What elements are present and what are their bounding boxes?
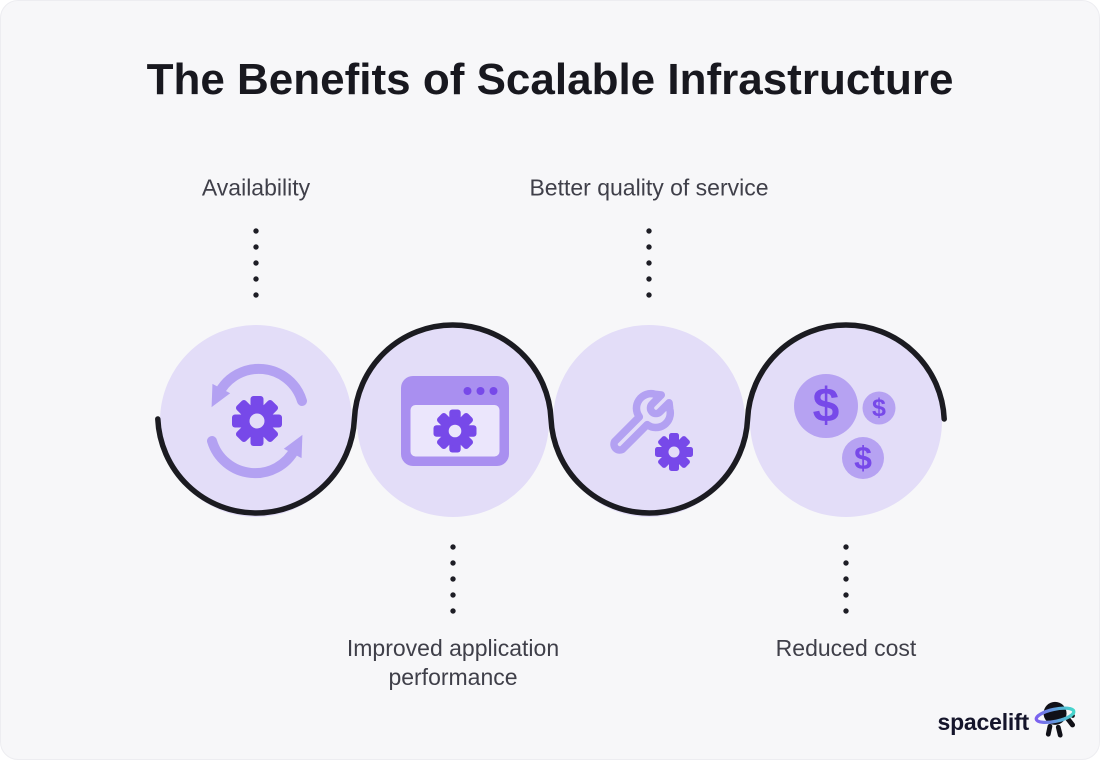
benefit-label-improved-application-performance: Improved application performance: [346, 635, 560, 690]
sync-gear-icon: [207, 363, 307, 479]
spacelift-logo-text: spacelift: [937, 708, 1029, 735]
browser-gear-icon: [401, 376, 509, 466]
benefit-circle-better-quality-of-service: [553, 325, 745, 517]
benefit-label-availability: Availability: [201, 174, 311, 201]
coins-icon: $ $ $: [794, 374, 896, 479]
benefit-circle-availability: [160, 325, 352, 517]
svg-text:$: $: [872, 394, 886, 422]
benefit-circle-reduced-cost: $ $ $: [750, 325, 942, 517]
gear-icon: [433, 409, 477, 453]
svg-text:$: $: [813, 380, 840, 433]
dotted-connector: [450, 539, 456, 619]
benefit-circle-improved-application-performance: [357, 325, 549, 517]
benefit-label-better-quality-of-service: Better quality of service: [529, 174, 769, 201]
page-title: The Benefits of Scalable Infrastructure: [146, 55, 954, 104]
dotted-connector: [253, 223, 259, 303]
dotted-connector: [843, 539, 849, 619]
gear-icon: [655, 433, 693, 471]
dotted-connector: [646, 223, 652, 303]
spacelift-logo: spacelift: [937, 699, 1079, 745]
gear-icon: [232, 396, 282, 446]
benefit-label-reduced-cost: Reduced cost: [775, 635, 917, 661]
svg-text:$: $: [854, 440, 872, 476]
wrench-gear-icon: [610, 389, 693, 471]
spacelift-astronaut-icon: [1034, 701, 1076, 738]
